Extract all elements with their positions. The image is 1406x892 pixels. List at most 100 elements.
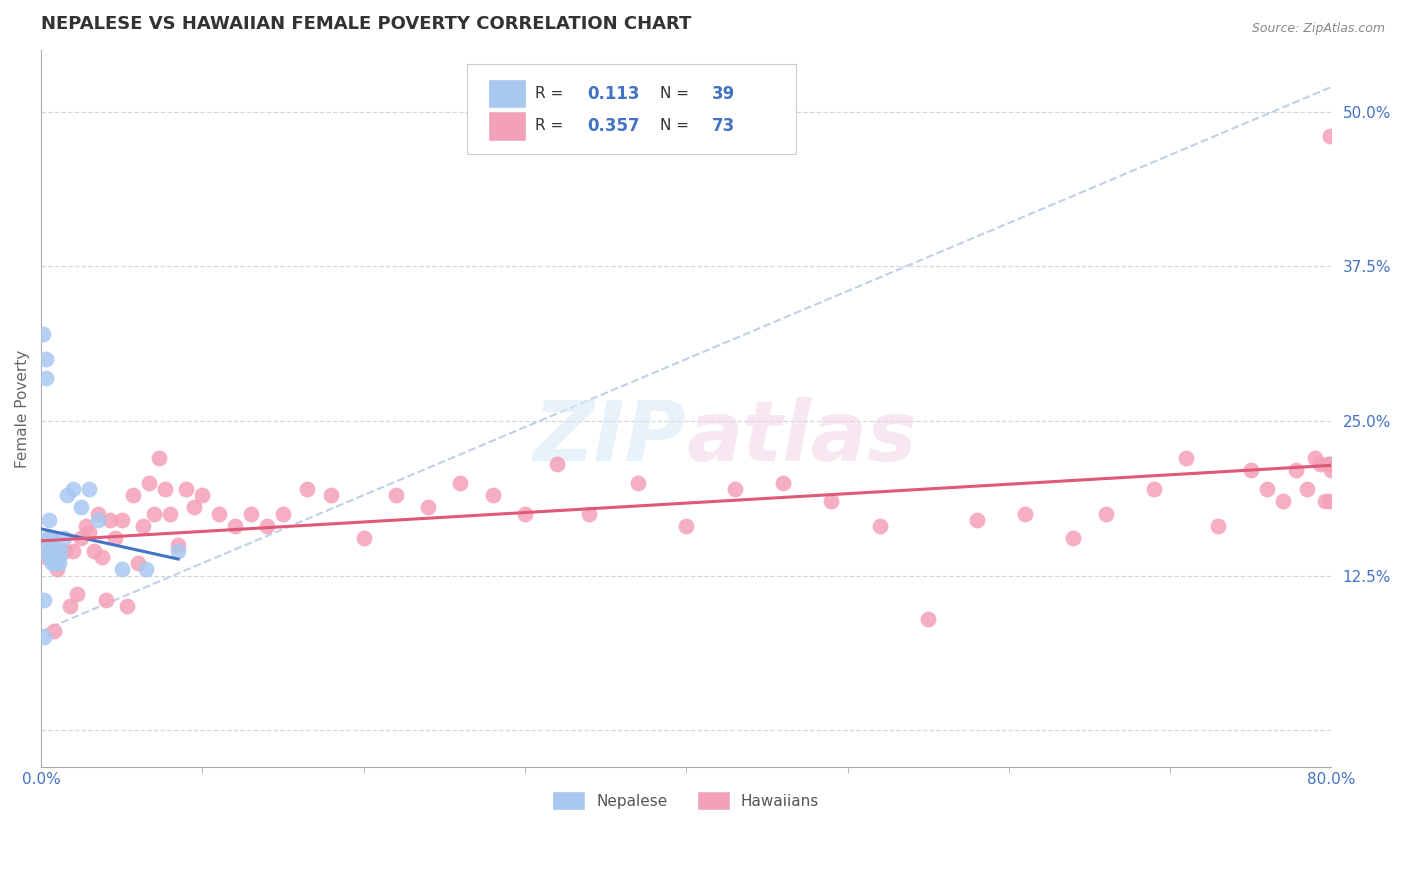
Point bbox=[183, 500, 205, 515]
Point bbox=[1319, 494, 1341, 508]
Point bbox=[65, 587, 87, 601]
Text: 0.113: 0.113 bbox=[586, 85, 640, 103]
Point bbox=[39, 543, 62, 558]
Point bbox=[1094, 507, 1116, 521]
Point bbox=[1319, 129, 1341, 144]
Point bbox=[49, 543, 72, 558]
Point bbox=[256, 519, 278, 533]
Point bbox=[42, 543, 65, 558]
Point bbox=[224, 519, 246, 533]
Point bbox=[94, 593, 117, 607]
Point bbox=[48, 549, 70, 564]
Point bbox=[167, 538, 190, 552]
Point bbox=[75, 519, 97, 533]
Point bbox=[38, 549, 60, 564]
Text: Source: ZipAtlas.com: Source: ZipAtlas.com bbox=[1251, 22, 1385, 36]
Point bbox=[155, 482, 177, 496]
Point bbox=[62, 543, 84, 558]
FancyBboxPatch shape bbox=[467, 64, 796, 153]
Point bbox=[138, 475, 160, 490]
Bar bbox=[489, 112, 524, 139]
Point bbox=[191, 488, 214, 502]
Point bbox=[38, 532, 60, 546]
Point bbox=[167, 543, 190, 558]
Point bbox=[1319, 457, 1341, 471]
Point bbox=[37, 532, 59, 546]
Point bbox=[39, 532, 62, 546]
Point bbox=[35, 352, 58, 367]
Point bbox=[62, 482, 84, 496]
Text: ZIP: ZIP bbox=[534, 397, 686, 478]
Point bbox=[104, 532, 127, 546]
Point bbox=[39, 543, 62, 558]
Point bbox=[115, 599, 138, 614]
Point bbox=[207, 507, 229, 521]
Point bbox=[1309, 457, 1331, 471]
Point bbox=[239, 507, 262, 521]
Text: 0.357: 0.357 bbox=[586, 117, 640, 135]
Point bbox=[70, 500, 93, 515]
Point bbox=[111, 562, 134, 576]
Point bbox=[70, 532, 93, 546]
Point bbox=[91, 549, 114, 564]
Text: N =: N = bbox=[661, 87, 695, 101]
Point bbox=[675, 519, 697, 533]
Point bbox=[1240, 463, 1263, 477]
Point bbox=[1014, 507, 1036, 521]
Text: R =: R = bbox=[536, 119, 568, 134]
Point bbox=[353, 532, 375, 546]
Point bbox=[52, 532, 75, 546]
Point bbox=[35, 370, 58, 384]
Point bbox=[35, 549, 58, 564]
Point bbox=[321, 488, 343, 502]
Point bbox=[86, 513, 108, 527]
Point bbox=[135, 562, 157, 576]
Point bbox=[449, 475, 471, 490]
Point bbox=[627, 475, 650, 490]
Point bbox=[46, 556, 69, 570]
Text: 73: 73 bbox=[711, 117, 735, 135]
Text: N =: N = bbox=[661, 119, 695, 134]
Point bbox=[1256, 482, 1278, 496]
Point bbox=[111, 513, 134, 527]
Point bbox=[1320, 463, 1343, 477]
Point bbox=[41, 532, 63, 546]
Point bbox=[34, 631, 56, 645]
Point bbox=[86, 507, 108, 521]
Point bbox=[42, 549, 65, 564]
Point bbox=[1296, 482, 1319, 496]
Point bbox=[1317, 457, 1340, 471]
Point bbox=[1272, 494, 1295, 508]
Text: R =: R = bbox=[536, 87, 568, 101]
Point bbox=[820, 494, 842, 508]
Point bbox=[1285, 463, 1308, 477]
Point bbox=[41, 556, 63, 570]
Point bbox=[37, 543, 59, 558]
Point bbox=[79, 525, 101, 540]
Point bbox=[34, 593, 56, 607]
Point bbox=[481, 488, 503, 502]
Point bbox=[31, 327, 53, 342]
Point bbox=[772, 475, 794, 490]
Point bbox=[45, 556, 67, 570]
Text: atlas: atlas bbox=[686, 397, 917, 478]
Point bbox=[1062, 532, 1084, 546]
Point bbox=[35, 543, 58, 558]
Point bbox=[578, 507, 600, 521]
Point bbox=[1303, 450, 1326, 465]
Point bbox=[56, 488, 79, 502]
Point bbox=[724, 482, 747, 496]
Point bbox=[127, 556, 149, 570]
Point bbox=[297, 482, 319, 496]
Text: NEPALESE VS HAWAIIAN FEMALE POVERTY CORRELATION CHART: NEPALESE VS HAWAIIAN FEMALE POVERTY CORR… bbox=[41, 15, 692, 33]
Point bbox=[46, 562, 69, 576]
Point bbox=[869, 519, 891, 533]
Point bbox=[917, 612, 939, 626]
Point bbox=[148, 450, 170, 465]
Text: 39: 39 bbox=[711, 85, 735, 103]
Point bbox=[1143, 482, 1166, 496]
Y-axis label: Female Poverty: Female Poverty bbox=[15, 350, 30, 467]
Point bbox=[174, 482, 197, 496]
Point bbox=[418, 500, 440, 515]
Point bbox=[1313, 494, 1336, 508]
